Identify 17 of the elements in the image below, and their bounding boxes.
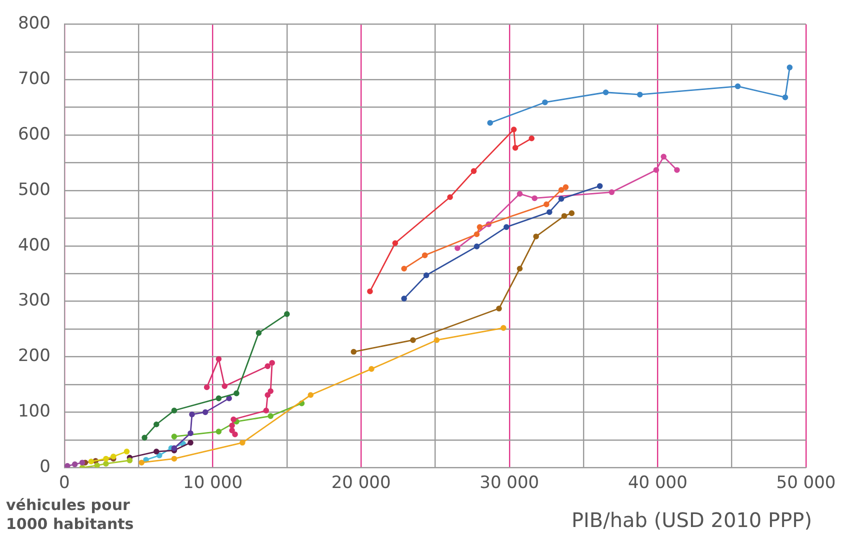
y-tick-label: 300 <box>18 290 50 311</box>
y-tick-label: 800 <box>18 14 50 34</box>
x-tick-label: 10 000 <box>183 473 242 494</box>
y-tick-label: 500 <box>18 180 50 200</box>
y-axis-title: véhicules pour 1000 habitants <box>6 496 135 534</box>
y-tick-label: 0 <box>40 457 50 478</box>
x-tick-label: 0 <box>59 473 70 494</box>
y-tick-label: 100 <box>18 402 50 422</box>
y-tick-label: 400 <box>18 235 50 256</box>
x-tick-label: 50 000 <box>776 473 836 494</box>
y-tick-label: 700 <box>18 69 50 90</box>
x-axis-title: PIB/hab (USD 2010 PPP) <box>571 508 812 532</box>
y-tick-label: 200 <box>18 346 50 366</box>
x-tick-label: 40 000 <box>628 473 688 494</box>
x-tick-label: 20 000 <box>331 473 391 494</box>
x-tick-label: 30 000 <box>480 473 540 494</box>
y-tick-label: 600 <box>18 124 50 144</box>
